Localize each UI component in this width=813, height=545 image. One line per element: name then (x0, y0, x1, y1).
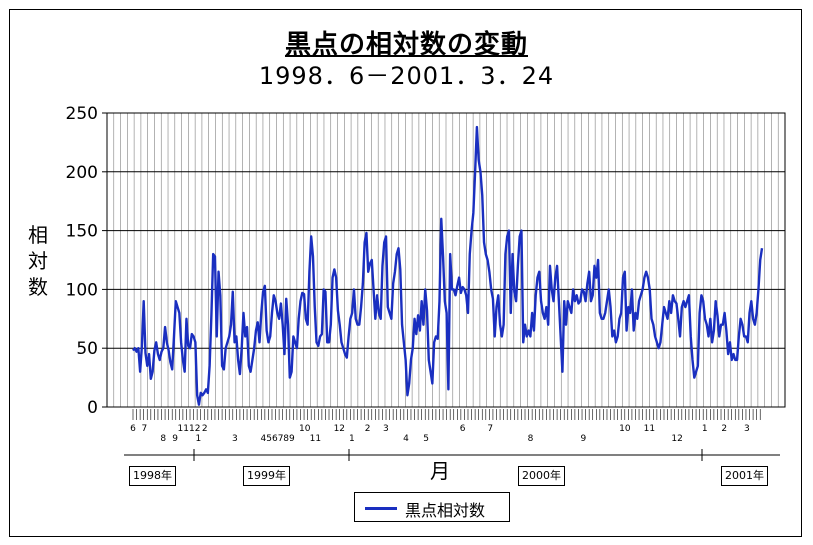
month-tick-label: 3 (232, 434, 238, 444)
chart-title: 黒点の相対数の変動 (284, 30, 528, 60)
chart-subtitle: 1998．6－2001．3．24 (258, 62, 555, 90)
month-tick-label: 12 (671, 434, 682, 444)
plot-border (106, 112, 786, 408)
y-tick-label: 50 (76, 339, 98, 359)
month-tick-label: 9 (172, 434, 178, 444)
month-tick-label: 5 (423, 434, 429, 444)
chart-frame (9, 9, 802, 537)
y-tick-label: 250 (66, 104, 98, 124)
month-tick-label: 10 (619, 424, 631, 434)
month-tick-label: 7 (141, 424, 147, 434)
month-tick-label: 4567 (261, 434, 284, 444)
year-label: 1999年 (243, 466, 290, 486)
month-tick-label: 3 (744, 424, 750, 434)
month-tick-label: 1 (702, 424, 708, 434)
x-axis-label: 月 (430, 459, 450, 483)
month-tick-label: 10 (299, 424, 311, 434)
month-tick-label: 8 (528, 434, 534, 444)
month-tick-label: 6 (130, 424, 136, 434)
month-tick-label: 12 (334, 424, 345, 434)
month-tick-label: 1 (196, 434, 202, 444)
legend-swatch (365, 507, 397, 510)
series-line (132, 125, 764, 406)
y-tick-label: 150 (66, 222, 98, 242)
month-tick-label: 2 (721, 424, 727, 434)
month-tick-label: 9 (580, 434, 586, 444)
month-tick-label: 3 (383, 424, 389, 434)
legend: 黒点相対数 (354, 492, 510, 522)
month-tick-label: 89 (283, 434, 295, 444)
y-tick-label: 0 (87, 398, 98, 418)
month-tick-label: 2 (365, 424, 371, 434)
year-label: 1998年 (129, 466, 176, 486)
month-tick-label: 2 (202, 424, 208, 434)
month-tick-label: 7 (487, 424, 493, 434)
month-tick-label: 11 (310, 434, 321, 444)
y-axis-label-char: 相 (28, 223, 48, 247)
legend-label: 黒点相対数 (405, 501, 486, 520)
month-tick-label: 1112 (178, 424, 201, 434)
month-tick-label: 4 (403, 434, 409, 444)
month-tick-label: 6 (460, 424, 466, 434)
y-tick-label: 100 (66, 280, 98, 300)
y-tick-label: 200 (66, 163, 98, 183)
month-tick-label: 1 (349, 434, 355, 444)
y-axis-label: 相 対 数 (24, 222, 52, 300)
month-tick-label: 11 (644, 424, 655, 434)
year-label: 2000年 (518, 466, 565, 486)
month-tick-label: 8 (160, 434, 166, 444)
y-axis-label-char: 対 (28, 249, 48, 273)
y-axis-label-char: 数 (28, 275, 48, 299)
year-label: 2001年 (721, 466, 768, 486)
